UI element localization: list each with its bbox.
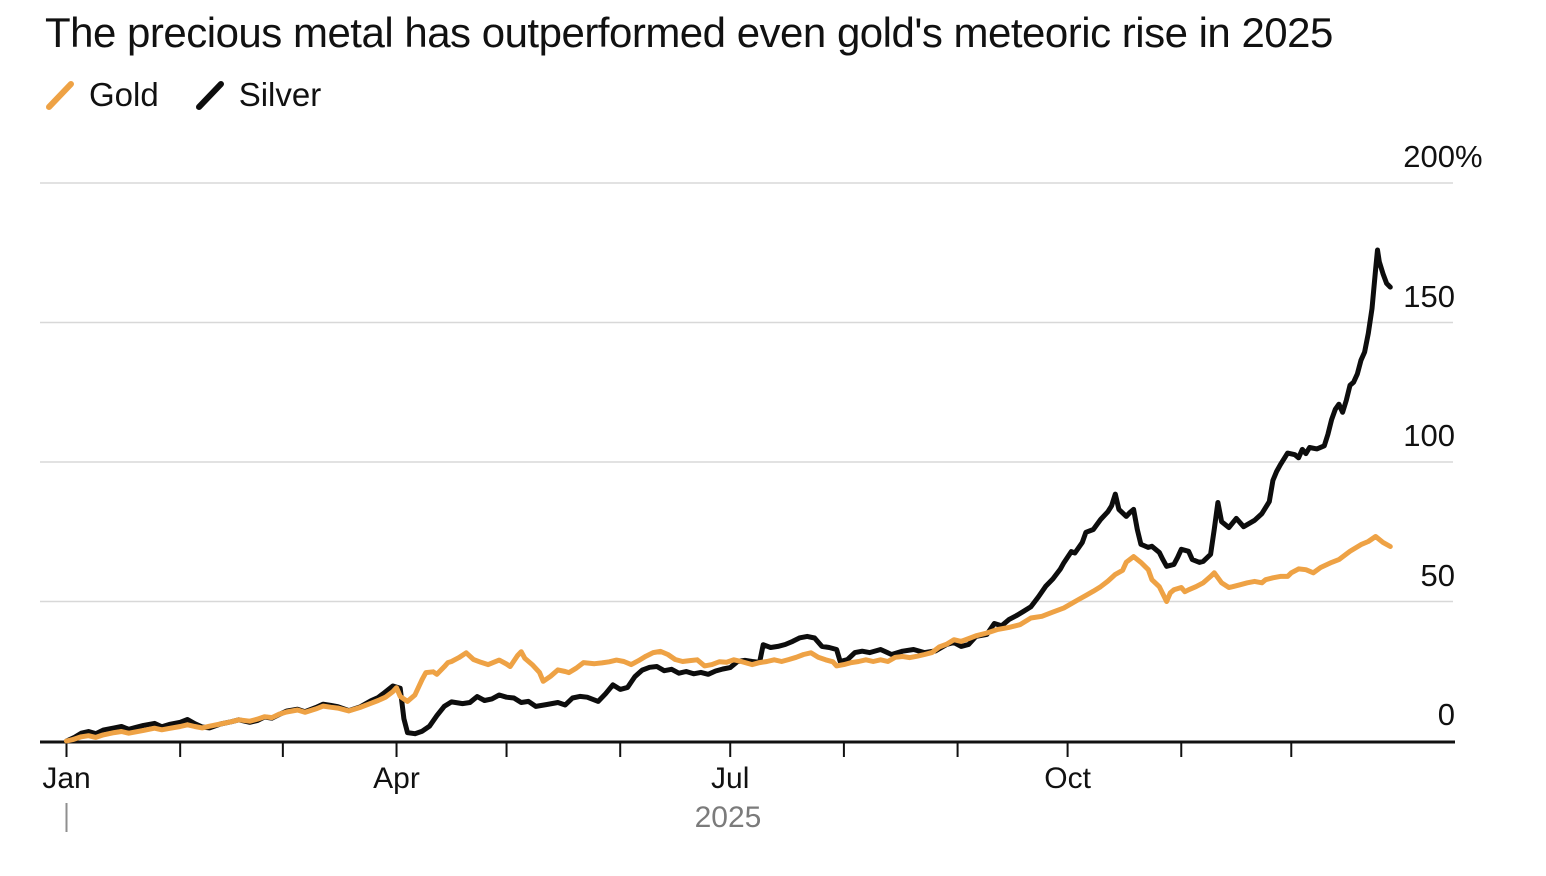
x-tick-label-jan: Jan	[42, 762, 91, 795]
chart-title: The precious metal has outperformed even…	[45, 9, 1333, 56]
legend-label-gold: Gold	[89, 76, 159, 113]
x-tick-label-jul: Jul	[711, 762, 750, 795]
x-tick-label-oct: Oct	[1044, 762, 1091, 795]
silver-slash-icon	[195, 81, 224, 110]
y-tick-label-200: 200%	[1403, 139, 1483, 174]
legend-item-gold: Gold	[45, 76, 159, 114]
year-label: 2025	[694, 801, 762, 834]
series-line-silver	[64, 247, 1393, 744]
legend: Gold Silver	[45, 76, 321, 114]
legend-label-silver: Silver	[238, 76, 322, 113]
y-tick-label-50: 50	[1420, 557, 1455, 593]
legend-item-silver: Silver	[195, 76, 322, 114]
y-tick-label-0: 0	[1437, 697, 1455, 732]
x-tick-label-apr: Apr	[373, 762, 420, 795]
y-tick-label-150: 150	[1403, 278, 1455, 314]
percent-suffix: %	[1455, 139, 1483, 174]
y-tick-label-100: 100	[1403, 418, 1455, 453]
series-line-gold	[64, 534, 1393, 744]
gold-slash-icon	[46, 81, 74, 110]
